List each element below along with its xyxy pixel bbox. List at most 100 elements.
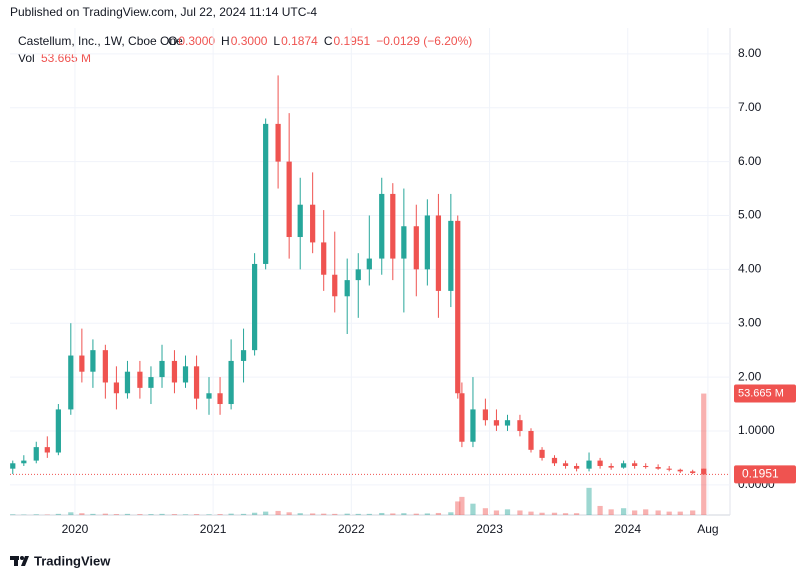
- volume-bar: [470, 504, 475, 515]
- candle-body: [356, 269, 361, 280]
- candle-body: [494, 420, 499, 425]
- ohlc-key: L: [273, 34, 280, 48]
- candle-body: [528, 431, 533, 450]
- volume-bar: [390, 513, 395, 515]
- candle-body: [137, 372, 142, 388]
- candle-body: [241, 350, 246, 361]
- volume-bar: [34, 514, 39, 515]
- volume-bar: [656, 510, 661, 515]
- volume-bar: [159, 514, 164, 515]
- volume-bar: [494, 510, 499, 515]
- candle-body: [252, 264, 257, 350]
- candle-body: [632, 463, 637, 466]
- volume-bar: [172, 514, 177, 515]
- volume-bar: [632, 510, 637, 515]
- volume-bar: [539, 513, 544, 515]
- candle-body: [56, 409, 61, 452]
- published-note: Published on TradingView.com, Jul 22, 20…: [10, 5, 317, 19]
- volume-bar: [690, 510, 695, 515]
- volume-bar: [241, 514, 246, 515]
- candle-body: [448, 221, 453, 291]
- candle-body: [701, 469, 706, 475]
- x-tick-label: 2024: [614, 522, 641, 536]
- candle-body: [425, 215, 430, 269]
- ohlc-value: 0.3000: [231, 34, 268, 48]
- candle-body: [455, 221, 460, 393]
- volume-bar: [678, 512, 683, 515]
- candle-body: [263, 124, 268, 264]
- x-tick-label: 2021: [200, 522, 227, 536]
- volume-bar: [401, 513, 406, 515]
- volume-bar: [356, 514, 361, 515]
- candle-body: [517, 420, 522, 431]
- volume-bar: [125, 514, 130, 515]
- candle-body: [390, 194, 395, 259]
- ohlc-value: 0.1874: [281, 34, 318, 48]
- candle-body: [401, 226, 406, 258]
- volume-bar: [528, 512, 533, 515]
- candle-body: [552, 458, 557, 463]
- volume-bar: [287, 512, 292, 515]
- candle-body: [90, 350, 95, 372]
- volume-bar: [114, 514, 119, 515]
- volume-bar: [552, 513, 557, 515]
- candle-body: [321, 242, 326, 274]
- volume-bar: [448, 512, 453, 515]
- candle-body: [367, 259, 372, 270]
- volume-bar: [148, 514, 153, 515]
- candle-body: [505, 420, 510, 425]
- last-price-label: 0.1951: [742, 466, 779, 480]
- x-tick-label: 2023: [476, 522, 503, 536]
- volume-bar: [68, 512, 73, 515]
- volume-bar: [483, 508, 488, 515]
- candle-body: [332, 275, 337, 297]
- volume-bar: [10, 514, 15, 515]
- volume-bar: [425, 513, 430, 515]
- candle-body: [275, 124, 280, 162]
- volume-bar: [229, 514, 234, 515]
- volume-bar: [517, 510, 522, 515]
- ohlc-key: O: [168, 34, 177, 48]
- volume-bar: [217, 514, 222, 515]
- candle-body: [148, 377, 153, 388]
- volume-box-label: 53.665 M: [738, 387, 784, 399]
- volume-bar: [194, 514, 199, 515]
- candle-body: [414, 226, 419, 269]
- candle-body: [563, 463, 568, 466]
- vol-value: 53.665 M: [41, 51, 91, 65]
- candle-body: [539, 450, 544, 458]
- ohlc-key: H: [221, 34, 230, 48]
- y-tick-label: 8.00: [738, 46, 762, 60]
- candle-body: [345, 280, 350, 296]
- candle-body: [172, 361, 177, 383]
- candle-body: [217, 393, 222, 404]
- y-tick-label: 3.00: [738, 315, 762, 329]
- volume-bar: [206, 514, 211, 515]
- candle-body: [470, 409, 475, 441]
- candle-body: [125, 372, 130, 394]
- candle-body: [287, 162, 292, 237]
- candle-body: [21, 461, 26, 464]
- candle-body: [609, 466, 614, 468]
- ohlc-value: 0.3000: [178, 34, 215, 48]
- y-tick-label: 2.00: [738, 369, 762, 383]
- volume-bar: [137, 514, 142, 515]
- candle-body: [310, 205, 315, 243]
- candle-body: [690, 471, 695, 473]
- candle-body: [597, 461, 602, 466]
- symbol: Castellum, Inc., 1W, Cboe One: [18, 34, 183, 48]
- ohlc-key: C: [324, 34, 333, 48]
- candle-body: [159, 361, 164, 377]
- volume-bar: [298, 513, 303, 515]
- y-tick-label: 4.00: [738, 262, 762, 276]
- candle-body: [643, 466, 648, 467]
- volume-bar: [586, 488, 591, 515]
- vol-key: Vol: [18, 51, 35, 65]
- candle-body: [229, 361, 234, 404]
- volume-bar: [574, 513, 579, 515]
- candle-body: [45, 447, 50, 452]
- candle-body: [114, 382, 119, 393]
- volume-bar: [379, 513, 384, 515]
- ohlc-value: 0.1951: [333, 34, 370, 48]
